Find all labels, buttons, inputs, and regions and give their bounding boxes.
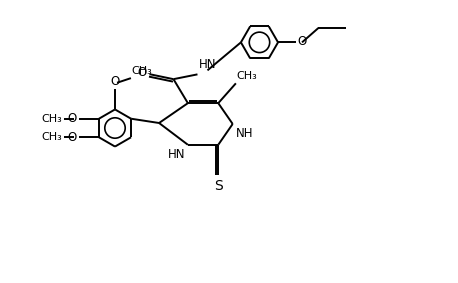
Text: HN: HN xyxy=(169,148,186,161)
Text: O: O xyxy=(110,76,120,89)
Text: O: O xyxy=(297,35,306,48)
Text: CH₃: CH₃ xyxy=(41,114,62,124)
Text: CH₃: CH₃ xyxy=(237,71,257,81)
Text: CH₃: CH₃ xyxy=(131,67,152,76)
Text: O: O xyxy=(68,131,77,144)
Text: O: O xyxy=(137,66,147,79)
Text: NH: NH xyxy=(236,127,253,140)
Text: CH₃: CH₃ xyxy=(41,132,62,142)
Text: O: O xyxy=(68,112,77,125)
Text: S: S xyxy=(214,179,223,193)
Text: HN: HN xyxy=(198,58,216,71)
